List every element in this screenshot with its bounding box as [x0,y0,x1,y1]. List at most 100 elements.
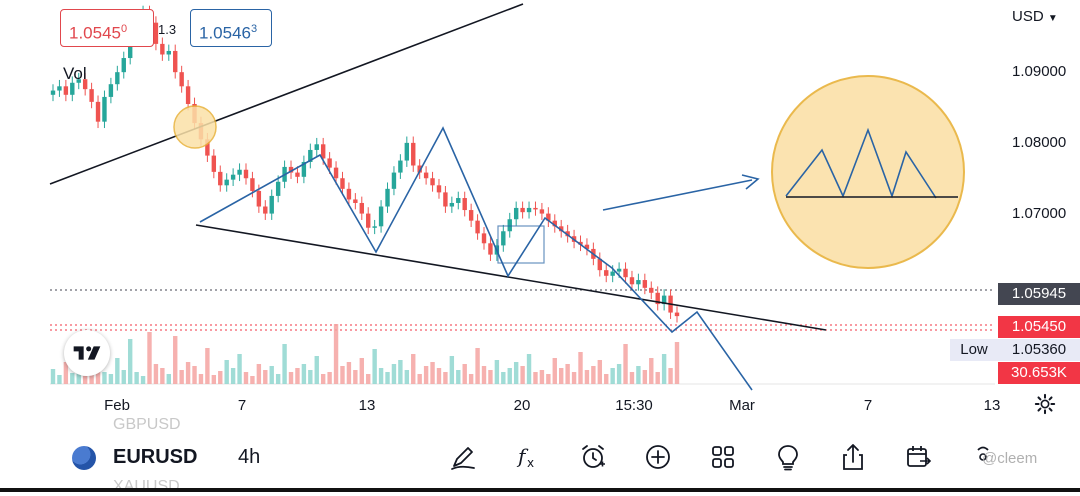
volume-bar [642,370,648,384]
bid-price-box[interactable]: 1.05450 [60,9,154,47]
draw-icon[interactable] [448,442,478,472]
volume-bar [591,366,596,384]
volume-bar [372,349,377,384]
x-tick-label: 15:30 [615,397,653,414]
volume-bar [668,368,673,384]
volume-bar [263,370,268,384]
volume-bar [230,368,236,384]
low-tag: Low [950,339,998,361]
currency-selector[interactable]: USD ▼ [1012,8,1058,25]
volume-bar [552,358,557,384]
interval-selector[interactable]: 4h [238,446,261,468]
layouts-icon[interactable] [708,442,738,472]
volume-bar [559,368,564,384]
more-icon[interactable] [968,442,998,472]
candle-body [449,202,455,207]
add-icon[interactable] [643,442,673,472]
volume-bar [533,372,538,384]
volume-bar [153,364,159,384]
volume-bar [584,370,590,384]
volume-bar [604,374,609,384]
candle-body [501,231,506,246]
x-tick-label: 7 [863,397,873,414]
price-chart[interactable] [0,0,1080,430]
volume-bar [346,362,352,384]
ask-price-sup: 3 [251,23,258,35]
candle-body [385,188,390,207]
candle-body [70,82,75,95]
illustrated-pattern-line [785,127,937,199]
volume-bar [378,368,384,384]
candle-body [353,199,358,203]
alert-icon[interactable] [578,442,608,472]
candle-body [95,101,101,122]
volume-bar [192,366,197,384]
symbol-selector[interactable]: EURUSD [113,446,198,468]
candle-body [230,174,236,180]
candle-body [468,210,474,221]
volume-bar [488,370,493,384]
chart-drawings[interactable] [49,3,965,391]
volume-bar [57,375,62,384]
x-tick-label: 13 [358,397,376,414]
volume-bar [546,374,551,384]
watermark: @cleem [982,450,1038,467]
candle-body [108,84,114,97]
candle-body [488,243,493,255]
svg-text:x: x [527,456,534,470]
candle-body [642,280,648,288]
spread-value: 1.3 [158,22,177,37]
candle-body [327,158,332,168]
volume-bar [134,372,139,384]
replay-icon[interactable] [903,442,933,472]
candle-body [63,86,69,95]
ask-price-box[interactable]: 1.05463 [190,9,272,47]
volume-bar [565,364,570,384]
candle-body [552,220,557,227]
y-tick-label: 1.07000 [1012,205,1067,222]
volume-bar [95,366,101,384]
share-icon[interactable] [838,442,868,472]
volume-bar [282,344,287,384]
candle-body [578,241,583,245]
settings-gear-icon[interactable] [1034,393,1056,415]
pattern-range-box [497,225,545,264]
volume-bar [173,336,178,384]
candle-body [378,206,384,227]
candle-body [436,185,442,193]
adjacent-symbol-above[interactable]: GBPUSD [113,416,181,433]
volume-bar [50,369,56,384]
x-tick-label: Feb [104,397,130,414]
candle-body [423,172,429,179]
candle-body [559,226,564,232]
candle-body [275,181,281,196]
volume-bar [430,362,435,384]
arrow-head [741,174,760,190]
y-tick-label: 1.09000 [1012,63,1067,80]
candle-body [218,171,223,186]
volume-bar [661,354,667,384]
volume-label: Vol [63,64,87,83]
candle-body [288,166,294,173]
candle-body [597,258,603,271]
volume-bar [185,362,191,384]
candle-body [346,188,352,200]
volume-bar [218,371,223,384]
candle-body [674,312,680,317]
adjacent-symbol-below[interactable]: XAUUSD [113,478,180,495]
candle-body [102,96,107,122]
volume-bar [256,364,262,384]
candle-body [250,178,255,191]
x-tick-label: Mar [729,397,755,414]
volume-bar [198,374,204,384]
candle-body [127,40,133,59]
volume-bar [333,324,339,384]
volume-bar [468,374,474,384]
last-price-label: 1.05450 [998,316,1080,338]
volume-bar [288,372,294,384]
volume-bar [501,372,506,384]
upper-trend-line [49,3,524,185]
ideas-icon[interactable] [773,442,803,472]
